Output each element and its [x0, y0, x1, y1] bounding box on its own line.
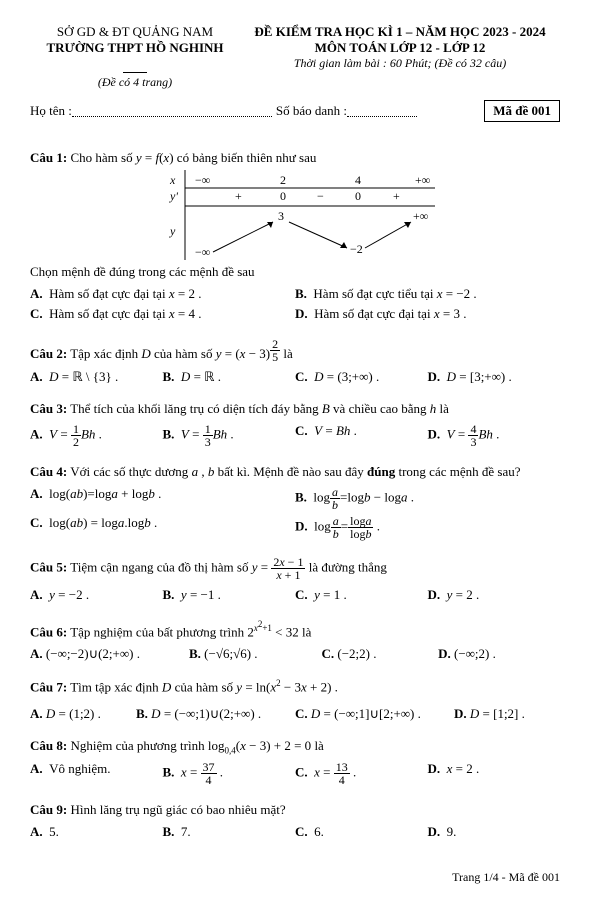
svg-text:+: + [393, 189, 400, 203]
opt-a: A. [30, 286, 43, 301]
question-5: Câu 5: Tiệm cận ngang của đồ thị hàm số … [30, 556, 560, 581]
q3-options: A. V = 12Bh . B. V = 13Bh . C. V = Bh . … [30, 421, 560, 450]
opt-b: B. [295, 286, 307, 301]
question-2: Câu 2: Tập xác định D của hàm số y = (x … [30, 338, 560, 363]
opt-d: D. [295, 306, 308, 321]
q1-text2: có bảng biến thiên như sau [174, 150, 317, 165]
q6-options: A. (−∞;−2)∪(2;+∞) . B. (−√6;√6) . C. (−2… [30, 644, 560, 664]
q9-options: A. 5. B. 7. C. 6. D. 9. [30, 822, 560, 842]
svg-text:−: − [317, 189, 324, 203]
q1-prompt: Chọn mệnh đề đúng trong các mệnh đề sau [30, 264, 560, 280]
name-dotted [72, 106, 272, 117]
svg-text:0: 0 [280, 189, 286, 203]
page-header: SỞ GD & ĐT QUẢNG NAM TRƯỜNG THPT HỒ NGHI… [30, 24, 560, 90]
id-label: Số báo danh : [276, 103, 347, 119]
question-7: Câu 7: Tìm tập xác định D của hàm số y =… [30, 678, 560, 695]
svg-text:+∞: +∞ [413, 209, 428, 223]
exam-timing: Thời gian làm bài : 60 Phút; (Đề có 32 c… [240, 56, 560, 71]
dept: SỞ GD & ĐT QUẢNG NAM [30, 24, 240, 40]
name-label: Họ tên : [30, 103, 72, 119]
name-row: Họ tên : Số báo danh : Mã đề 001 [30, 100, 560, 122]
page-count: (Đề có 4 trang) [30, 75, 240, 90]
question-8: Câu 8: Nghiệm của phương trình log0,4(x … [30, 738, 560, 756]
question-6: Câu 6: Tập nghiệm của bất phương trình 2… [30, 619, 560, 640]
svg-text:−∞: −∞ [195, 245, 210, 259]
svg-text:x: x [169, 173, 176, 187]
question-1: Câu 1: Cho hàm số y = f(x) có bảng biến … [30, 150, 560, 260]
svg-text:4: 4 [355, 173, 361, 187]
svg-text:y: y [169, 224, 176, 238]
q7-options: A. D = (1;2) . B. D = (−∞;1)∪(2;+∞) . C.… [30, 704, 560, 724]
q1-label: Câu 1: [30, 150, 67, 165]
variation-table: x y' y −∞ 2 4 +∞ + 0 − 0 + −∞ 3 −2 +∞ [145, 170, 445, 260]
svg-text:3: 3 [278, 209, 284, 223]
svg-text:2: 2 [280, 173, 286, 187]
svg-text:−2: −2 [350, 242, 363, 256]
exam-subject: MÔN TOÁN LỚP 12 - LỚP 12 [240, 40, 560, 56]
exam-code: Mã đề 001 [484, 100, 560, 122]
svg-text:−∞: −∞ [195, 173, 210, 187]
q8-options: A. Vô nghiệm. B. x = 374 . C. x = 134 . … [30, 759, 560, 788]
svg-text:+: + [235, 189, 242, 203]
question-4: Câu 4: Với các số thực dương a , b bất k… [30, 464, 560, 480]
q2-options: A. D = ℝ \ {3} . B. D = ℝ . C. D = (3;+∞… [30, 367, 560, 387]
school-underline [123, 56, 146, 73]
page-footer: Trang 1/4 - Mã đề 001 [30, 870, 560, 885]
id-dotted [347, 106, 417, 117]
question-9: Câu 9: Hình lăng trụ ngũ giác có bao nhi… [30, 802, 560, 818]
svg-text:+∞: +∞ [415, 173, 430, 187]
exam-title: ĐỀ KIỂM TRA HỌC KÌ 1 – NĂM HỌC 2023 - 20… [240, 24, 560, 40]
q1-options: A. Hàm số đạt cực đại tại x = 2 . B. Hàm… [30, 284, 560, 324]
svg-text:y': y' [169, 189, 178, 203]
school: TRƯỜNG THPT HỒ NGHINH [30, 40, 240, 56]
header-left: SỞ GD & ĐT QUẢNG NAM TRƯỜNG THPT HỒ NGHI… [30, 24, 240, 90]
q5-options: A. y = −2 . B. y = −1 . C. y = 1 . D. y … [30, 585, 560, 605]
q4-options: A. log(ab)=loga + logb . B. logab=logb −… [30, 484, 560, 542]
header-right: ĐỀ KIỂM TRA HỌC KÌ 1 – NĂM HỌC 2023 - 20… [240, 24, 560, 90]
q1-text: Cho hàm số [70, 150, 135, 165]
svg-text:0: 0 [355, 189, 361, 203]
opt-c: C. [30, 306, 43, 321]
question-3: Câu 3: Thể tích của khối lăng trụ có diệ… [30, 401, 560, 417]
